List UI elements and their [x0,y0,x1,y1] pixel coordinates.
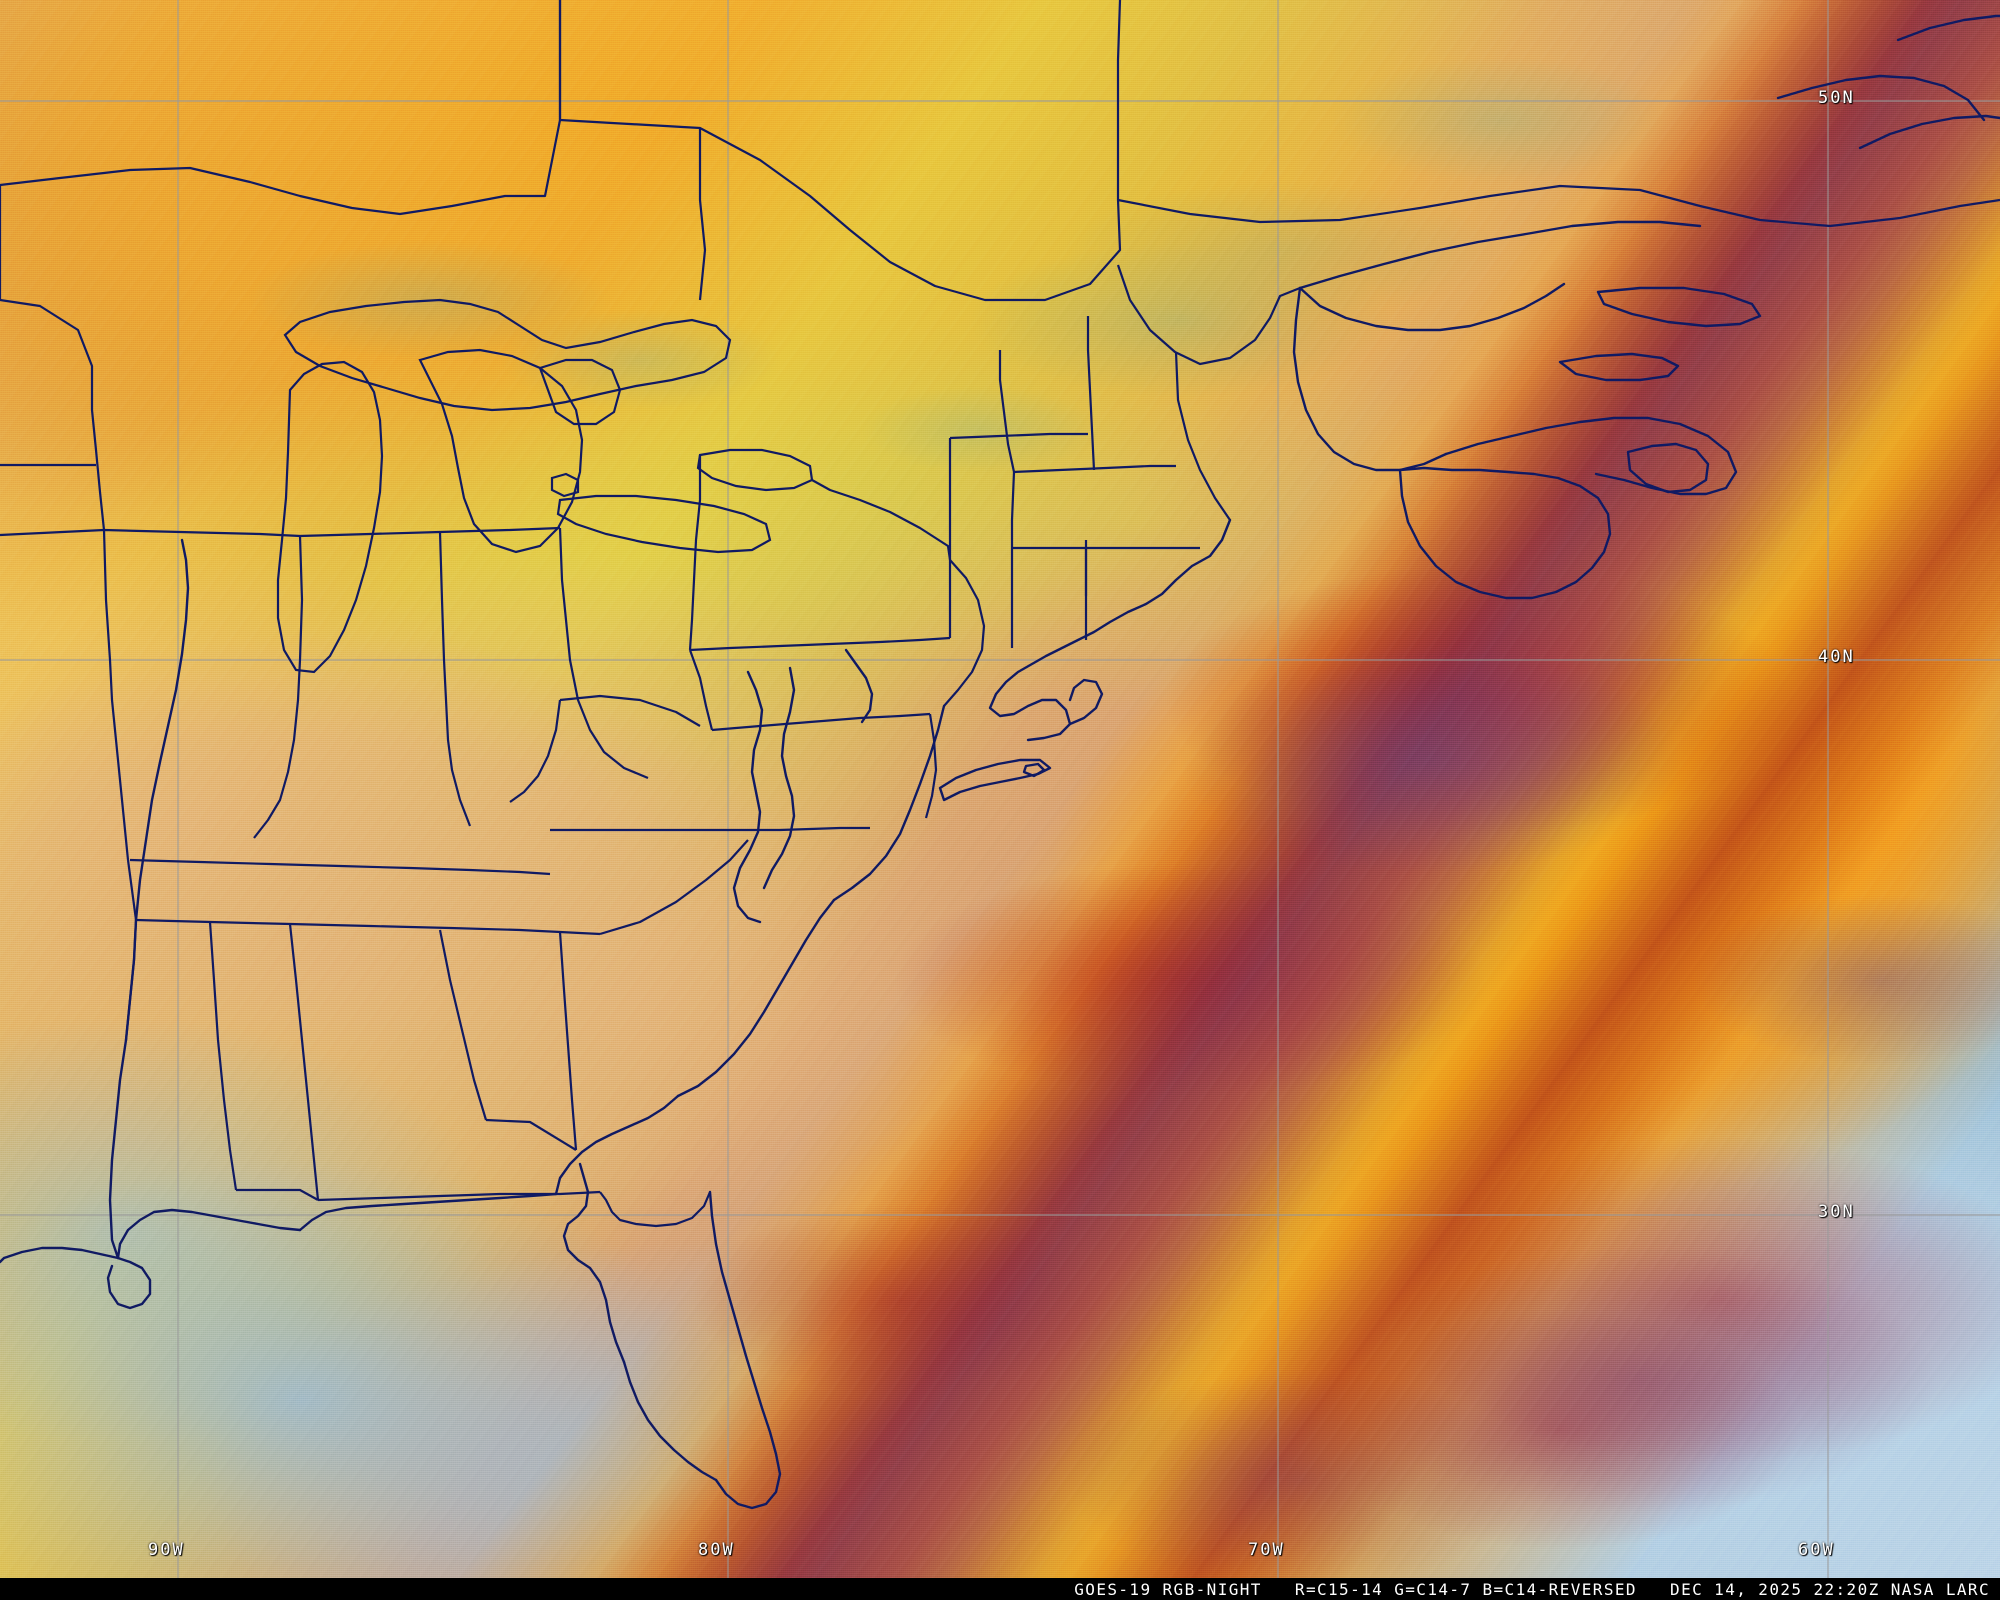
caption-bar: GOES-19 RGB-NIGHT R=C15-14 G=C14-7 B=C14… [0,1578,2000,1600]
lon-label-70w: 70W [1248,1540,1285,1560]
lon-label-90w: 90W [148,1540,185,1560]
lat-label-40n: 40N [1818,647,1855,667]
coastlines [0,518,1232,1510]
lat-label-30n: 30N [1818,1202,1855,1222]
great-lakes [276,298,814,674]
caption-text: GOES-19 RGB-NIGHT R=C15-14 G=C14-7 B=C14… [1074,1579,1990,1599]
state-borders [0,298,1200,1228]
maritimes-coastlines [1292,14,2000,600]
lat-label-50n: 50N [1818,88,1855,108]
national-borders [0,0,2000,521]
lon-label-80w: 80W [698,1540,735,1560]
lon-label-60w: 60W [1798,1540,1835,1560]
